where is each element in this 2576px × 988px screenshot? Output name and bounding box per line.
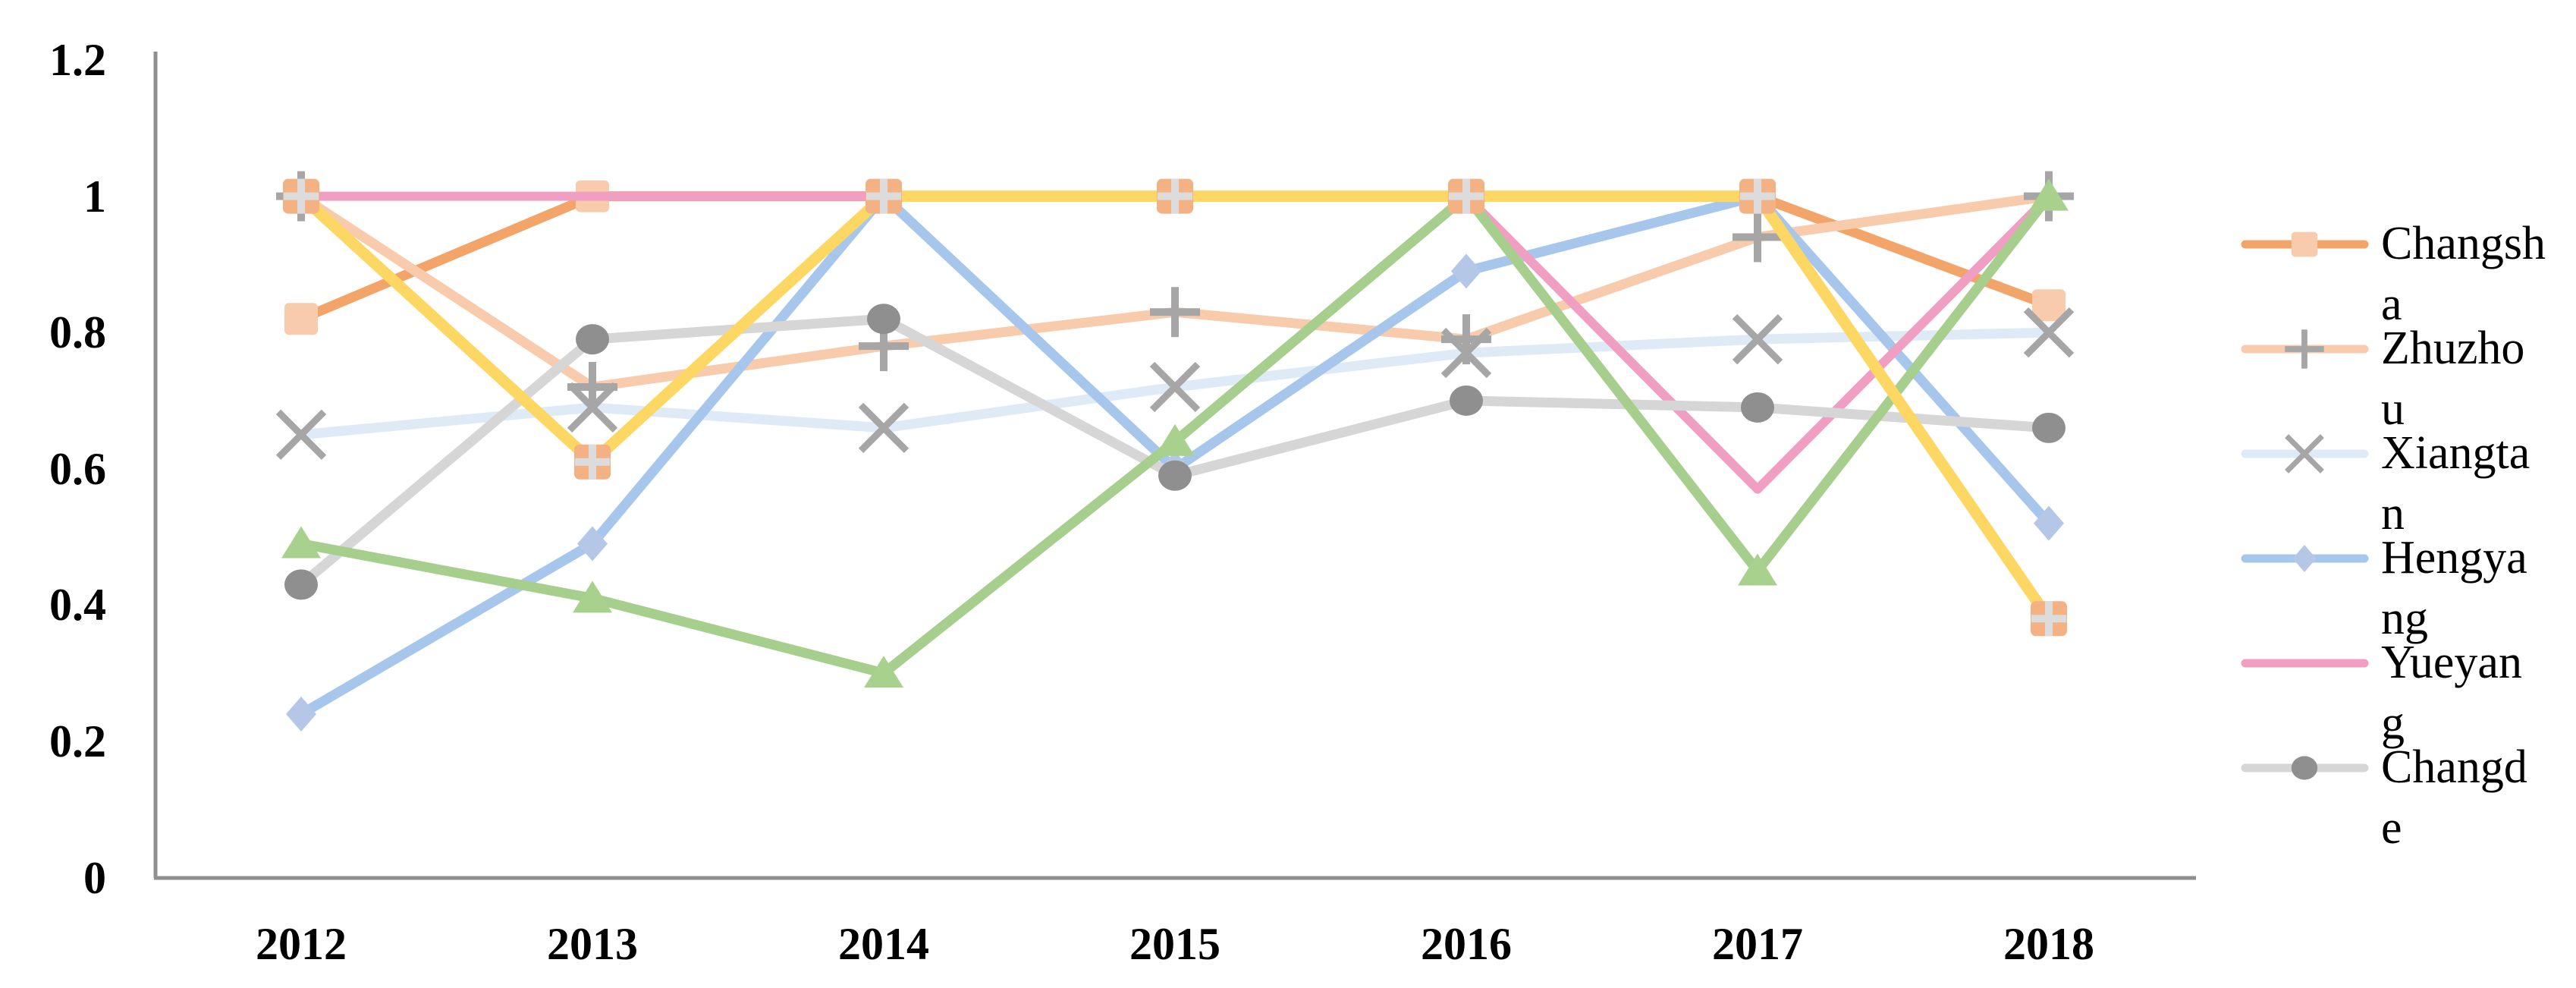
- triangle-marker: [573, 581, 612, 613]
- legend-entry-changde: Changd e: [2239, 741, 2527, 858]
- x-tick-label: 2013: [547, 919, 638, 969]
- series-changde: [284, 304, 2066, 600]
- plus-marker: [1462, 178, 1470, 214]
- x-marker: [2023, 307, 2075, 358]
- x-tick-label: 2012: [256, 919, 347, 969]
- x-marker: [1440, 327, 1492, 379]
- square-marker: [284, 303, 318, 335]
- y-tick-label: 0.4: [49, 580, 106, 631]
- triangle-marker: [281, 526, 321, 559]
- legend-swatch: [2241, 329, 2369, 369]
- legend-label: Changsh a: [2381, 213, 2546, 335]
- x-marker: [567, 382, 618, 433]
- circle-marker: [2032, 412, 2066, 443]
- diamond-marker: [1451, 253, 1481, 289]
- series-unlabeled-7: [283, 178, 2067, 637]
- x-marker: [2285, 434, 2324, 474]
- x-tick-label: 2016: [1421, 919, 1512, 969]
- legend-entry-xiangtan: Xiangta n: [2239, 427, 2530, 544]
- legend-label: Hengya ng: [2381, 527, 2527, 649]
- legend-label: Zhuzho u: [2381, 318, 2524, 439]
- legend-entry-yueyang: Yueyan g: [2239, 637, 2522, 754]
- legend-swatch: [2241, 756, 2369, 780]
- square-marker: [2032, 289, 2066, 322]
- plus-marker: [1754, 212, 1761, 263]
- legend-label-line: e: [2381, 802, 2402, 854]
- legend-label-line: ng: [2381, 593, 2428, 644]
- legend-label-line: n: [2381, 488, 2405, 540]
- legend-label-line: u: [2381, 383, 2405, 435]
- plus-marker: [880, 321, 887, 372]
- legend-label: Xiangta n: [2381, 423, 2530, 544]
- plus-marker: [1171, 287, 1179, 338]
- legend-label-line: Xiangta: [2381, 427, 2530, 479]
- series-unlabeled-6: [281, 178, 2069, 688]
- y-tick-label: 1: [83, 171, 106, 222]
- triangle-marker: [1738, 553, 1777, 586]
- plus-marker: [880, 178, 887, 214]
- circle-marker: [1741, 392, 1774, 423]
- plus-marker: [297, 178, 305, 214]
- legend-label-line: Zhuzho: [2381, 323, 2525, 374]
- triangle-marker: [2029, 178, 2069, 211]
- square-marker: [2291, 231, 2318, 257]
- y-tick-label: 0: [83, 852, 106, 903]
- circle-marker: [284, 569, 318, 600]
- x-tick-label: 2017: [1712, 919, 1803, 969]
- plus-marker: [589, 444, 596, 480]
- legend-label-line: Changd: [2381, 741, 2527, 793]
- x-marker: [1149, 361, 1201, 413]
- circle-marker: [2291, 756, 2318, 780]
- y-tick-label: 1.2: [49, 35, 106, 85]
- plus-marker: [1462, 314, 1470, 365]
- x-marker: [1732, 313, 1783, 365]
- triangle-marker: [1155, 423, 1195, 456]
- legend-label-line: Yueyan: [2381, 637, 2522, 688]
- circle-marker: [867, 304, 900, 335]
- diamond-marker: [286, 697, 316, 732]
- circle-marker: [1450, 385, 1483, 416]
- legend-entry-changsha: Changsh a: [2239, 218, 2546, 335]
- legend-swatch: [2241, 545, 2369, 572]
- legend-label-line: Hengya: [2381, 532, 2527, 584]
- x-tick-label: 2018: [2003, 919, 2094, 969]
- legend-swatch: [2241, 231, 2369, 257]
- triangle-marker: [864, 656, 903, 688]
- plus-marker: [1171, 178, 1179, 214]
- x-tick-label: 2015: [1129, 919, 1220, 969]
- plus-marker: [1754, 178, 1761, 214]
- plus-marker: [2045, 601, 2053, 637]
- x-marker: [858, 402, 909, 454]
- legend-entry-hengyang: Hengya ng: [2239, 532, 2527, 649]
- y-tick-label: 0.8: [49, 307, 106, 358]
- y-tick-label: 0.6: [49, 443, 106, 494]
- legend-label: Changd e: [2381, 737, 2527, 858]
- y-tick-label: 0.2: [49, 716, 106, 766]
- legend-label-line: Changsh: [2381, 218, 2546, 269]
- legend-entry-zhuzhou: Zhuzho u: [2239, 323, 2524, 439]
- circle-marker: [1158, 460, 1192, 491]
- x-marker: [275, 409, 327, 461]
- legend-swatch: [2241, 659, 2369, 668]
- series-xiangtan: [275, 307, 2075, 461]
- x-tick-label: 2014: [838, 919, 929, 969]
- plus-marker: [589, 362, 596, 412]
- plus-marker: [2301, 329, 2307, 369]
- diamond-marker: [577, 526, 608, 562]
- diamond-marker: [2292, 545, 2317, 572]
- legend-label-line: g: [2381, 697, 2405, 749]
- legend-label: Yueyan g: [2381, 632, 2522, 754]
- circle-marker: [576, 324, 609, 355]
- legend-swatch: [2241, 434, 2369, 474]
- legend-label-line: a: [2381, 278, 2402, 330]
- diamond-marker: [2034, 505, 2064, 541]
